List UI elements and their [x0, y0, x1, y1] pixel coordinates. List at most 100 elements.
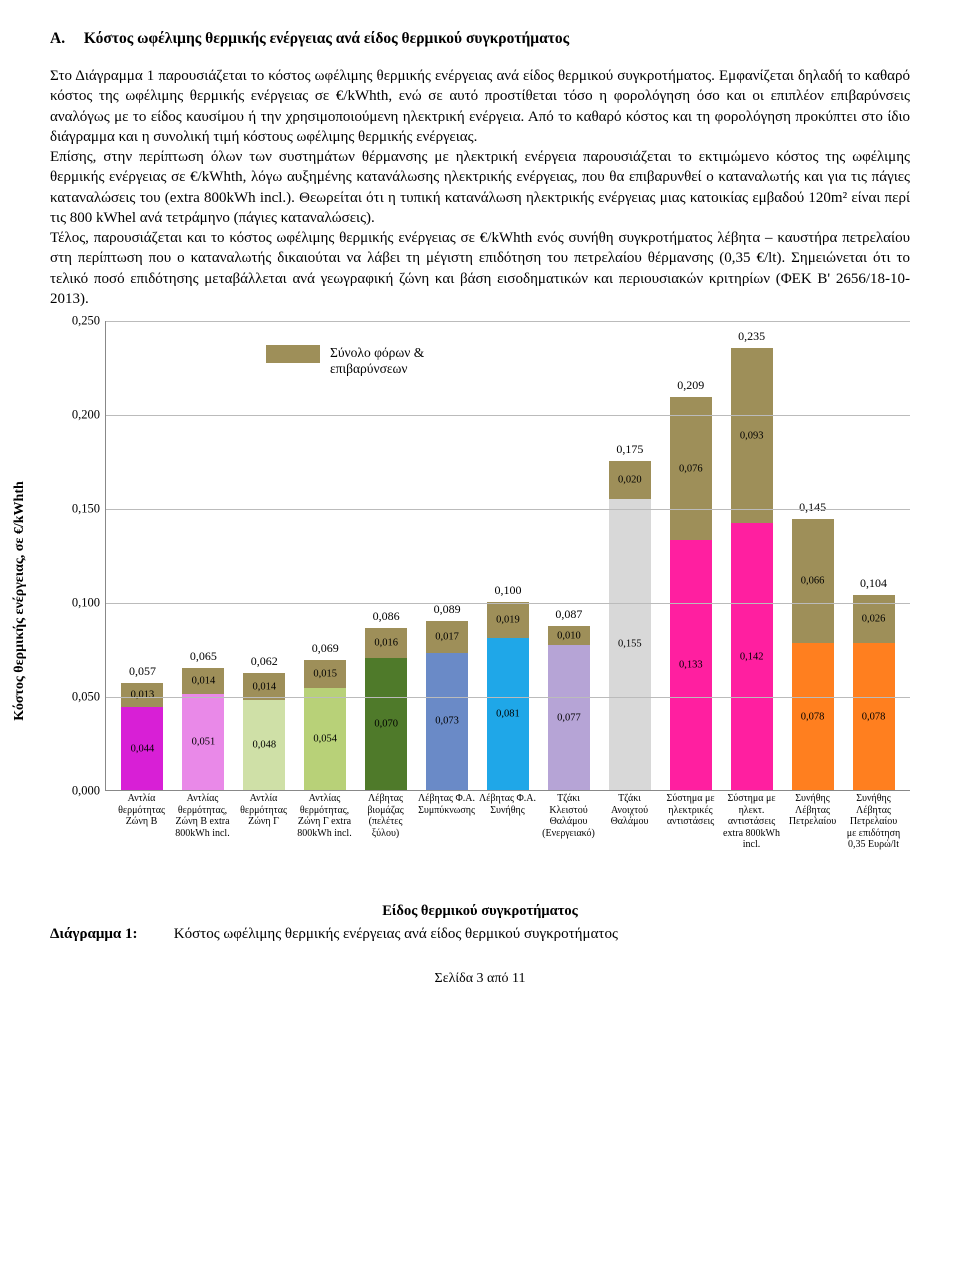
bar-stack: 0,0810,0190,100	[487, 602, 529, 790]
category-label: Σύστημα με ηλεκτ. αντιστάσεις extra 800k…	[721, 793, 782, 851]
bar-segment: 0,051	[182, 694, 224, 790]
bar-slot: 0,070 0,016 0,086	[356, 321, 417, 790]
bar-slot: 0,0730,0170,089	[417, 321, 478, 790]
bar-segment: 0,077	[548, 645, 590, 790]
y-tick-label: 0,200	[72, 408, 106, 423]
bar-segment: 0,019	[487, 602, 529, 638]
y-tick-label: 0,250	[72, 314, 106, 329]
bar-segment-label: 0,081	[496, 708, 520, 719]
category-label: Αντλίας θερμότητας, Ζώνη Γ extra 800kWh …	[294, 793, 355, 851]
gridline	[106, 415, 910, 416]
caption-text: Κόστος ωφέλιμης θερμικής ενέργειας ανά ε…	[174, 926, 618, 942]
bar-segment: 0,078	[853, 643, 895, 790]
bar-segment-label: 0,093	[740, 430, 764, 441]
gridline	[106, 321, 910, 322]
bar-segment-label: 0,073	[435, 716, 459, 727]
bar-segment: 0,016	[365, 628, 407, 658]
category-label: Αντλίας θερμότητας, Ζώνη Β extra 800kWh …	[172, 793, 233, 851]
bar-segment-label: 0,054	[313, 734, 337, 745]
bar-slot: 0,0770,0100,087	[538, 321, 599, 790]
bar-slot: 0,0780,0260,104	[843, 321, 904, 790]
bar-total-label: 0,062	[251, 654, 278, 669]
bar-segment: 0,078	[792, 643, 834, 790]
bar-segment-label: 0,155	[618, 639, 642, 650]
bar-segment: 0,081	[487, 638, 529, 790]
body-text-block: Στο Διάγραμμα 1 παρουσιάζεται το κόστος …	[50, 66, 910, 309]
y-tick-label: 0,100	[72, 596, 106, 611]
bar-segment: 0,014	[182, 668, 224, 694]
gridline	[106, 603, 910, 604]
caption-label: Διάγραμμα 1:	[50, 926, 170, 943]
bar-segment: 0,026	[853, 595, 895, 644]
bar-total-label: 0,086	[373, 609, 400, 624]
bar-stack: 0,0480,0140,062	[243, 673, 285, 790]
bar-segment: 0,155	[609, 499, 651, 790]
bar-segment-label: 0,142	[740, 651, 764, 662]
category-label: Τζάκι Κλειστού Θαλάμου (Ενεργειακό)	[538, 793, 599, 851]
bar-total-label: 0,175	[616, 442, 643, 457]
bar-total-label: 0,065	[190, 649, 217, 664]
bar-stack: 0,1550,0200,175	[609, 461, 651, 790]
bar-stack: 0,0770,0100,087	[548, 626, 590, 790]
bar-segment: 0,054	[304, 688, 346, 790]
paragraph: Επίσης, στην περίπτωση όλων των συστημάτ…	[50, 147, 910, 228]
bar-stack: 0,0510,0140,065	[182, 668, 224, 790]
chart-caption: Διάγραμμα 1: Κόστος ωφέλιμης θερμικής εν…	[50, 926, 910, 943]
paragraph: Τέλος, παρουσιάζεται και το κόστος ωφέλι…	[50, 228, 910, 309]
bar-slot: 0,051 0,014 0,065	[173, 321, 234, 790]
category-label: Λέβητας Φ.Α. Συνήθης	[477, 793, 538, 851]
bar-segment: 0,044	[121, 707, 163, 790]
y-tick-label: 0,150	[72, 502, 106, 517]
page-footer: Σελίδα 3 από 11	[50, 971, 910, 987]
bar-total-label: 0,209	[677, 378, 704, 393]
bar-segment-label: 0,048	[252, 739, 276, 750]
bar-segment-label: 0,078	[862, 711, 886, 722]
bar-slot: 0,133 0,076 0,209	[660, 321, 721, 790]
bar-stack: 0,0730,0170,089	[426, 621, 468, 790]
gridline	[106, 509, 910, 510]
bar-segment-label: 0,016	[374, 638, 398, 649]
bar-segment: 0,010	[548, 626, 590, 645]
bar-segment-label: 0,133	[679, 659, 703, 670]
bar-segment-label: 0,077	[557, 712, 581, 723]
bar-segment-label: 0,014	[252, 681, 276, 692]
bar-segment: 0,048	[243, 700, 285, 790]
bar-total-label: 0,089	[434, 602, 461, 617]
bar-segment: 0,014	[243, 673, 285, 699]
bar-segment-label: 0,070	[374, 719, 398, 730]
category-label: Λέβητας Φ.Α. Συμπύκνωσης	[416, 793, 477, 851]
bar-total-label: 0,235	[738, 329, 765, 344]
y-tick-label: 0,050	[72, 690, 106, 705]
section-letter: A.	[50, 30, 80, 48]
bar-segment-label: 0,051	[192, 737, 216, 748]
bar-segment-label: 0,013	[131, 690, 155, 701]
bar-segment-label: 0,076	[679, 463, 703, 474]
bar-segment: 0,020	[609, 461, 651, 499]
bar-segment: 0,073	[426, 653, 468, 790]
category-label: Σύστημα με ηλεκτρικές αντιστάσεις	[660, 793, 721, 851]
bar-stack: 0,0700,0160,086	[365, 628, 407, 790]
bar-stack: 0,0540,0150,069	[304, 660, 346, 790]
bar-segment-label: 0,020	[618, 474, 642, 485]
bar-total-label: 0,069	[312, 641, 339, 656]
bar-segment: 0,093	[731, 348, 773, 523]
x-axis-title: Είδος θερμικού συγκροτήματος	[50, 903, 910, 920]
bar-total-label: 0,057	[129, 664, 156, 679]
bar-segment-label: 0,014	[192, 675, 216, 686]
bar-total-label: 0,145	[799, 500, 826, 515]
bar-total-label: 0,100	[494, 583, 521, 598]
bar-segment: 0,076	[670, 397, 712, 540]
bar-slot: 0,0780,0660,145	[782, 321, 843, 790]
category-label: Τζάκι Ανοιχτού Θαλάμου	[599, 793, 660, 851]
bar-segment: 0,133	[670, 540, 712, 790]
bar-stack: 0,0780,0660,145	[792, 519, 834, 790]
chart-plot-area: Σύνολο φόρων & επιβαρύνσεων 0,0440,0130,…	[105, 321, 910, 791]
bars-row: 0,044 0,013 0,057 0,051 0,014 0,065 0,048 0,014…	[106, 321, 910, 790]
category-label: Αντλία θερμότητας Ζώνη Β	[111, 793, 172, 851]
category-label: Αντλία θερμότητας Ζώνη Γ	[233, 793, 294, 851]
category-label: Λέβητας βιομάζας (πελέτες ξύλου)	[355, 793, 416, 851]
chart-container: Κόστος θερμικής ενέργειας, σε €/kWhth Σύ…	[50, 321, 920, 881]
bar-segment-label: 0,015	[313, 669, 337, 680]
category-labels-row: Αντλία θερμότητας Ζώνη ΒΑντλίας θερμότητ…	[105, 793, 910, 851]
paragraph: Στο Διάγραμμα 1 παρουσιάζεται το κόστος …	[50, 66, 910, 147]
